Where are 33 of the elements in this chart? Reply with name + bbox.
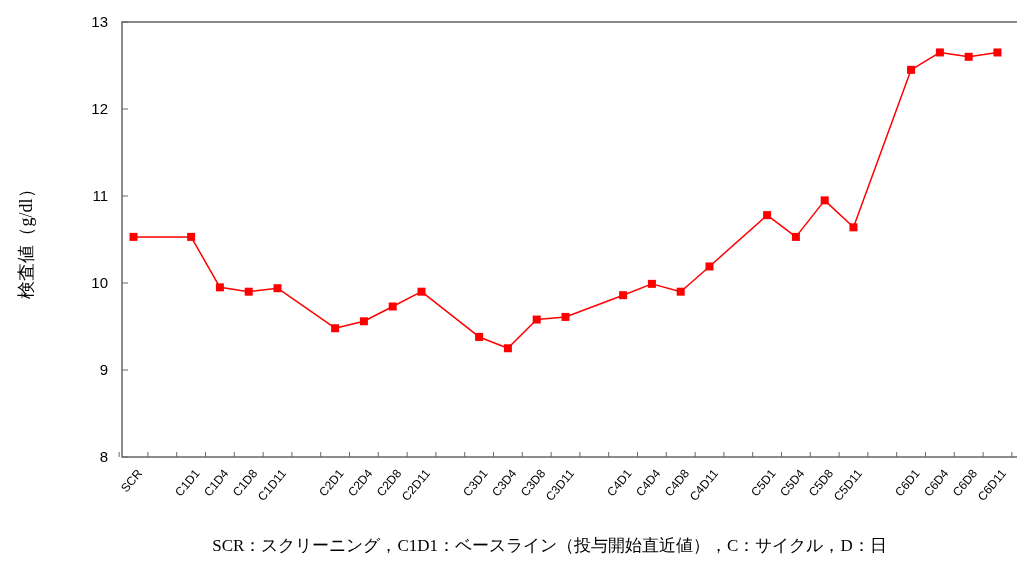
y-tick-label: 13 [91, 13, 108, 31]
point [561, 312, 570, 321]
point [417, 287, 426, 296]
point [820, 196, 829, 205]
y-tick-label: 9 [99, 361, 108, 379]
point [273, 284, 282, 293]
y-tick-label: 12 [91, 100, 108, 118]
point [187, 232, 196, 241]
point [331, 324, 340, 333]
point [215, 283, 224, 292]
point [647, 279, 656, 288]
point [619, 291, 628, 300]
y-tick-label: 10 [91, 274, 108, 292]
text: SCR：スクリーニング，C1D1：ベースライン（投与開始直近値），C：サイクル，D：日 [212, 536, 887, 555]
point [935, 48, 944, 57]
point [907, 65, 916, 74]
point [705, 262, 714, 271]
y-tick-label: 8 [99, 448, 108, 466]
point [993, 48, 1002, 57]
point [964, 52, 973, 61]
point [532, 315, 541, 324]
point [503, 344, 512, 353]
point [791, 232, 800, 241]
y-axis-title: 検査値（g/dl） [16, 180, 36, 299]
point [475, 332, 484, 341]
point [388, 302, 397, 311]
y-tick-label: 11 [92, 187, 108, 205]
point [129, 232, 138, 241]
point [244, 287, 253, 296]
point [676, 287, 685, 296]
point [763, 211, 772, 220]
point [849, 223, 858, 232]
point [359, 317, 368, 326]
